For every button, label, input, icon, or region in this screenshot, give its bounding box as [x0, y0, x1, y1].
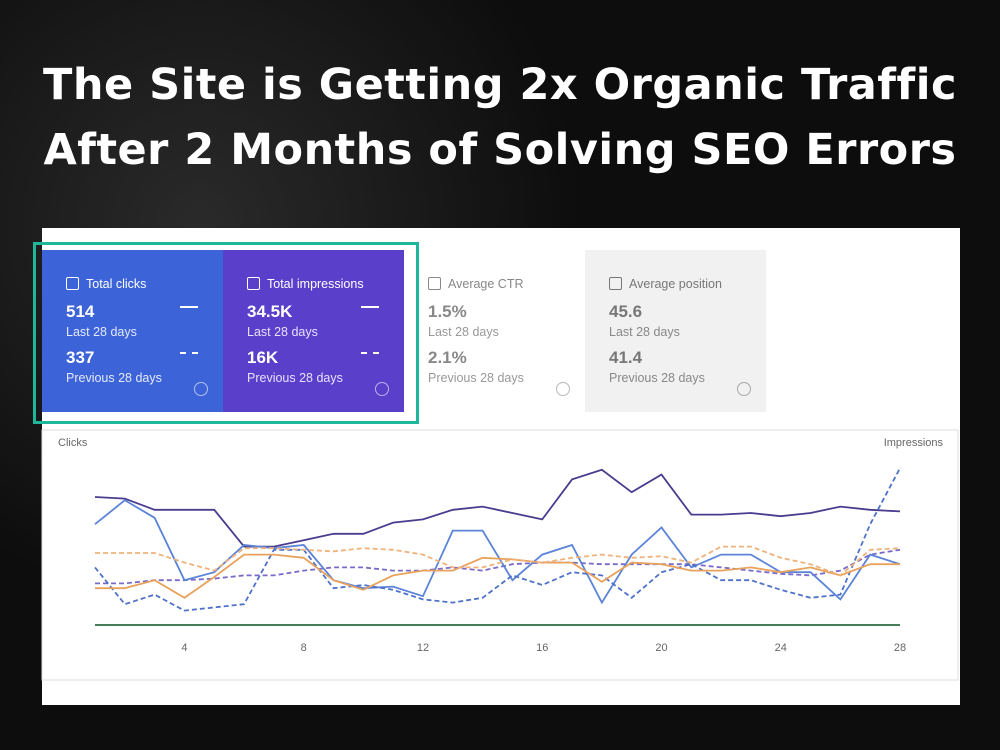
series-line	[95, 548, 901, 585]
metric-label: Average position	[629, 277, 722, 291]
x-tick-label: 20	[655, 642, 667, 654]
y2-axis-label: Impressions	[884, 437, 944, 449]
metric-value: 34.5K	[247, 302, 293, 321]
metric-previous-value: 41.4	[609, 348, 643, 367]
metric-card[interactable]: Total clicks 514 Last 28 days 337 Previous 2…	[42, 250, 223, 412]
series-line	[94, 468, 901, 548]
y-axis-label: Clicks	[58, 437, 88, 449]
x-tick-label: 24	[775, 642, 787, 654]
x-tick-label: 16	[536, 642, 548, 654]
metric-previous-value: 2.1%	[428, 348, 467, 367]
x-tick-label: 28	[894, 642, 906, 654]
x-tick-label: 12	[417, 642, 429, 654]
metric-label: Average CTR	[448, 277, 524, 291]
checkbox	[66, 277, 79, 290]
series-line	[95, 553, 900, 599]
chart-card	[41, 429, 959, 681]
checkbox	[609, 277, 622, 290]
metric-previous-period: Previous 28 days	[247, 371, 343, 385]
metric-previous-period: Previous 28 days	[609, 371, 705, 385]
metric-previous-value: 337	[66, 348, 95, 367]
metric-period: Last 28 days	[66, 325, 137, 339]
metric-label: Total impressions	[267, 277, 364, 291]
help-icon	[737, 382, 751, 396]
series-line	[94, 467, 901, 612]
help-icon	[194, 382, 208, 396]
highlight-box	[33, 242, 419, 424]
checkbox	[428, 277, 441, 290]
help-icon	[556, 382, 570, 396]
metric-previous-value: 16K	[247, 348, 279, 367]
metric-card[interactable]: Average position 45.6 Last 28 days 41.4 Prev…	[585, 250, 766, 412]
metric-value: 1.5%	[428, 302, 467, 321]
headline: The Site is Getting 2x Organic Traffic	[43, 60, 957, 110]
legend-dashed	[361, 352, 379, 354]
metric-value: 45.6	[609, 302, 643, 321]
legend-dashed	[180, 352, 198, 354]
x-tick-label: 8	[301, 642, 307, 654]
metric-label: Total clicks	[86, 277, 147, 291]
metric-card[interactable]: Total impressions 34.5K Last 28 days 16K Pre…	[223, 250, 404, 412]
metric-period: Last 28 days	[428, 325, 499, 339]
headline: After 2 Months of Solving SEO Errors	[43, 125, 957, 175]
help-icon	[375, 382, 389, 396]
checkbox	[247, 277, 260, 290]
metric-previous-period: Previous 28 days	[428, 371, 524, 385]
metric-previous-period: Previous 28 days	[66, 371, 162, 385]
metric-period: Last 28 days	[247, 325, 318, 339]
metric-card[interactable]: Average CTR 1.5% Last 28 days 2.1% Previous …	[404, 250, 585, 412]
legend-solid	[361, 306, 379, 308]
series-line	[95, 545, 901, 577]
legend-solid	[180, 306, 198, 308]
metric-value: 514	[66, 302, 95, 321]
metric-period: Last 28 days	[609, 325, 680, 339]
x-tick-label: 4	[181, 642, 187, 654]
